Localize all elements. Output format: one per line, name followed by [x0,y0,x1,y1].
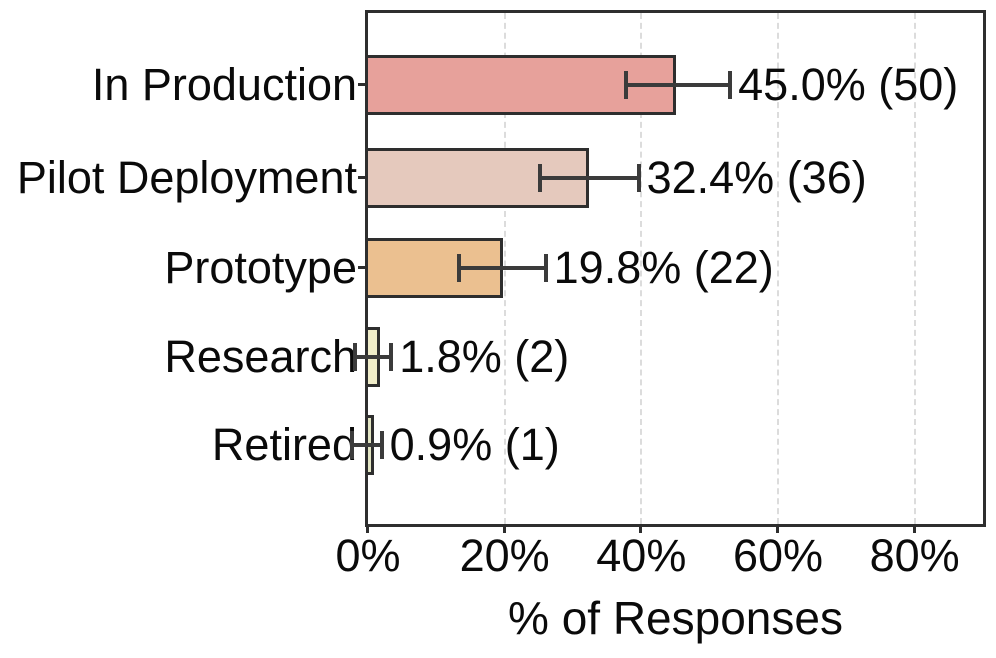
x-tick-label: 40% [596,530,687,581]
error-bar [540,176,639,180]
x-axis-tick [366,524,369,533]
error-bar [351,443,382,447]
error-bar-cap [636,164,641,192]
error-bar-cap [379,431,384,459]
error-bar-cap [543,254,548,282]
value-annotation: 45.0% (50) [738,59,959,110]
x-axis-tick [912,524,916,533]
x-tick-label: 80% [869,530,960,581]
plot-area: 45.0% (50) 32.4% (36) 19.8% (22) 1.8% (2) 0.… [349,10,986,527]
x-axis-tick [502,524,506,533]
value-annotation: 19.8% (22) [553,242,774,293]
value-annotation: 0.9% (1) [389,419,560,470]
error-bar-cap [389,343,394,371]
bar [365,55,676,115]
plot-inner: 45.0% (50) 32.4% (36) 19.8% (22) 1.8% (2) 0.… [349,13,983,524]
x-tick-label: 20% [459,530,550,581]
category-label: Prototype [164,242,357,293]
y-axis-tick [358,266,365,269]
category-label: Pilot Deployment [16,152,357,203]
gridline [777,13,779,524]
x-tick-label: 60% [732,530,824,581]
x-axis-tick [639,524,643,533]
value-annotation: 1.8% (2) [399,331,570,382]
error-bar-cap [353,343,358,371]
gridline [640,13,643,524]
error-bar-cap [349,431,354,459]
x-axis-title: % of Responses [508,592,843,644]
category-label: Retired [211,419,357,470]
gridline [913,13,916,524]
y-axis-tick [358,83,365,86]
value-annotation: 32.4% (36) [646,152,867,203]
category-label: Research [164,331,357,382]
x-tick-label: 0% [335,530,401,581]
category-label: In Production [91,59,357,110]
error-bar-cap [538,164,543,192]
error-bar-cap [624,71,629,99]
error-bar [458,266,546,270]
x-axis-tick [776,524,779,533]
error-bar [355,355,392,359]
y-axis-tick [358,176,365,179]
error-bar [626,83,731,87]
error-bar-cap [456,254,461,282]
error-bar-cap [728,71,733,99]
